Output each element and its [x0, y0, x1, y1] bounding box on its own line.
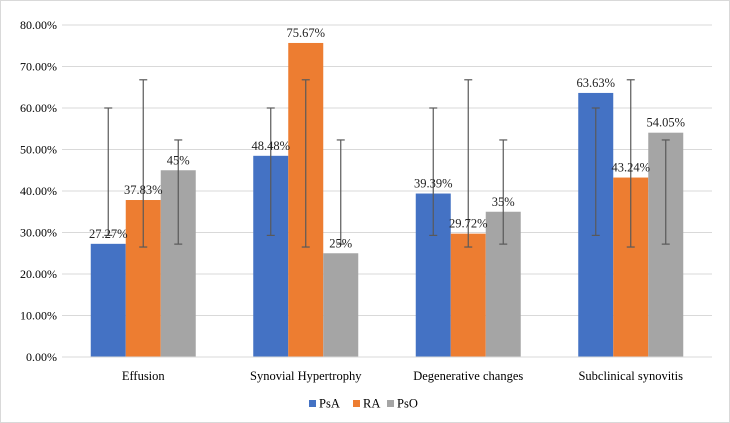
x-tick-label: Degenerative changes — [413, 369, 523, 383]
data-label: 39.39% — [414, 177, 453, 191]
legend-swatch-pso — [387, 400, 394, 407]
y-tick-label: 80.00% — [20, 18, 57, 32]
legend-label-psa: PsA — [319, 397, 340, 411]
legend-swatch-psa — [309, 400, 316, 407]
legend-label-pso: PsO — [397, 397, 418, 411]
x-tick-label: Subclinical synovitis — [578, 369, 683, 383]
y-tick-label: 30.00% — [20, 226, 57, 240]
y-tick-label: 10.00% — [20, 309, 57, 323]
data-label: 63.63% — [576, 76, 615, 90]
data-label: 25% — [329, 236, 352, 250]
y-tick-label: 20.00% — [20, 267, 57, 281]
data-label: 45% — [167, 153, 190, 167]
y-tick-label: 50.00% — [20, 143, 57, 157]
x-tick-label: Effusion — [122, 369, 166, 383]
data-label: 75.67% — [286, 26, 325, 40]
y-tick-label: 40.00% — [20, 184, 57, 198]
data-label: 29.72% — [449, 217, 488, 231]
legend-swatch-ra — [353, 400, 360, 407]
y-tick-label: 0.00% — [26, 350, 57, 364]
bar-pso — [323, 253, 359, 357]
data-label: 54.05% — [646, 116, 685, 130]
legend-label-ra: RA — [363, 397, 380, 411]
bar-psa — [90, 243, 126, 357]
y-tick-label: 70.00% — [20, 60, 57, 74]
data-label: 27.27% — [89, 227, 128, 241]
data-label: 35% — [492, 195, 515, 209]
data-label: 37.83% — [124, 183, 163, 197]
bar-ra — [450, 233, 486, 357]
data-label: 43.24% — [611, 161, 650, 175]
y-tick-label: 60.00% — [20, 101, 57, 115]
data-label: 48.48% — [251, 139, 290, 153]
x-tick-label: Synovial Hypertrophy — [250, 369, 362, 383]
